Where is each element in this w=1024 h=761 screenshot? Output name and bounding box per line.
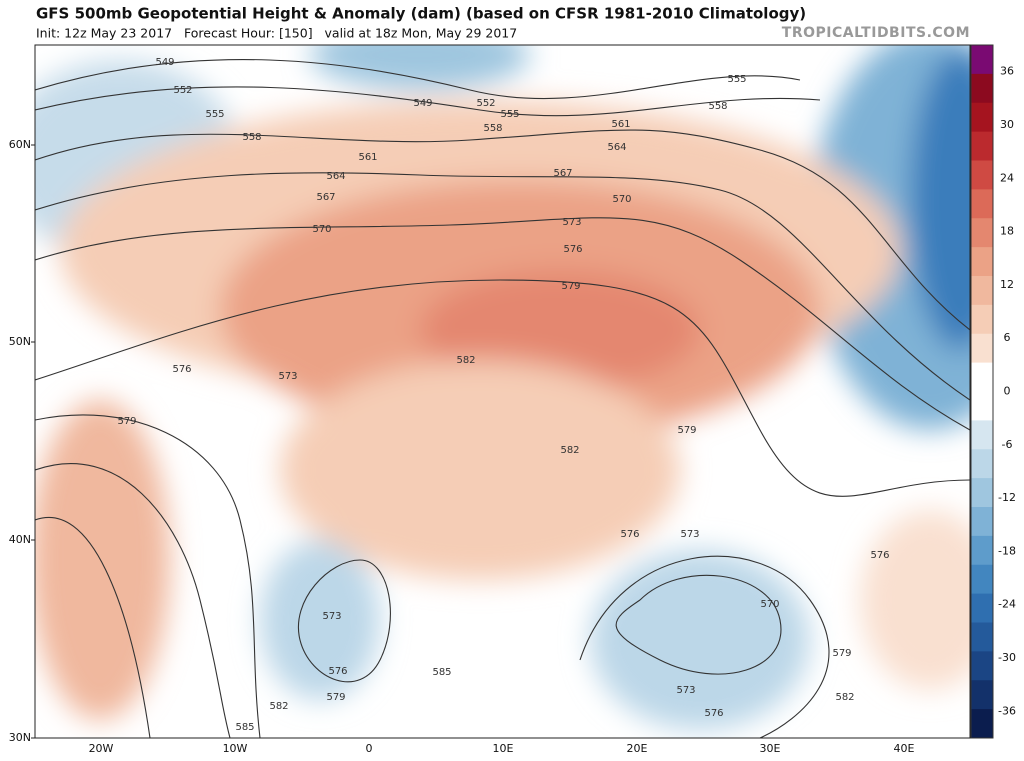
contour-label: 582 [269,701,288,712]
colorbar-label: -18 [998,544,1016,557]
contour-label: 579 [832,648,851,659]
colorbar-segment [971,131,993,161]
contour-label: 585 [235,722,254,733]
colorbar-segment [971,535,993,566]
contour-label: 582 [835,692,854,703]
contour-label: 570 [612,194,631,205]
colorbar-segment [971,304,993,335]
contour-label: 570 [312,224,331,235]
colorbar-frame [970,44,994,739]
lon-label: 10W [223,742,248,755]
colorbar-segment [971,362,993,392]
contour-label: 564 [326,171,345,182]
colorbar-segment [971,622,993,652]
contour-label: 573 [562,217,581,228]
contour-label: 564 [607,142,626,153]
contour-label: 570 [760,599,779,610]
colorbar-segment [971,391,993,421]
colorbar-segment [971,507,993,537]
colorbar-label: 6 [1004,331,1011,344]
lat-label: 60N [9,138,31,151]
contour-label: 576 [172,364,191,375]
map-frame [34,44,971,739]
contour-label: 582 [456,355,475,366]
contour-label: 555 [500,109,519,120]
colorbar-segment [971,333,993,364]
contour-label: 552 [476,98,495,109]
lat-label: 30N [9,731,31,744]
contour-label: 552 [173,85,192,96]
colorbar-segment [971,73,993,104]
colorbar-label: 36 [1000,65,1014,78]
colorbar-segment [971,247,993,277]
colorbar-label: 24 [1000,171,1014,184]
contour-label: 561 [358,152,377,163]
colorbar-segment [971,478,993,508]
map [35,45,970,738]
contour-label: 579 [561,281,580,292]
subtitle: Init: 12z May 23 2017 Forecast Hour: [15… [36,26,517,41]
contour-label: 582 [560,445,579,456]
contour-label: 567 [553,168,572,179]
lon-label: 20W [89,742,114,755]
colorbar-segment [971,189,993,219]
contour-label: 576 [563,244,582,255]
lat-label: 40N [9,533,31,546]
colorbar-label: -12 [998,491,1016,504]
contour-label: 579 [326,692,345,703]
contour-label: 549 [413,98,432,109]
colorbar-label: -24 [998,598,1016,611]
annotations: 60N 50N 40N 30N 20W 10W 0 10E 20E 30E 40E 549 552 555… [9,44,1016,755]
contour-label: 549 [155,57,174,68]
contour-label: 555 [727,74,746,85]
contour-label: 573 [680,529,699,540]
contour-label: 576 [870,550,889,561]
contour-label: 567 [316,192,335,203]
contour-label: 576 [704,708,723,719]
colorbar-segment [971,218,993,248]
colorbar-segment [971,276,993,306]
colorbar-label: -30 [998,651,1016,664]
colorbar-label: 0 [1004,385,1011,398]
lon-label: 30E [760,742,781,755]
contour-label: 555 [205,109,224,120]
lon-label: 10E [493,742,514,755]
title: GFS 500mb Geopotential Height & Anomaly … [36,5,806,23]
contour-label: 558 [242,132,261,143]
colorbar-label: 30 [1000,118,1014,131]
lon-label: 40E [894,742,915,755]
contour-label: 558 [708,101,727,112]
colorbar-label: -6 [1002,438,1013,451]
contour-label: 579 [117,416,136,427]
colorbar-segment [971,593,993,623]
contour-label: 576 [328,666,347,677]
contour-label: 585 [432,667,451,678]
colorbar-label: 12 [1000,278,1014,291]
colorbar-segment [971,420,993,450]
colorbar-segment [971,45,993,75]
contour-label: 573 [322,611,341,622]
contour-label: 579 [677,425,696,436]
colorbar-segment [971,160,993,190]
colorbar-segment [971,709,993,739]
colorbar-segment [971,564,993,595]
lon-label: 20E [627,742,648,755]
contour-label: 573 [278,371,297,382]
contour-label: 573 [676,685,695,696]
contour-label: 558 [483,123,502,134]
colorbar-segment [971,102,993,133]
colorbar-segment [971,651,993,681]
lon-label: 0 [366,742,373,755]
lat-label: 50N [9,335,31,348]
site-name: TROPICALTIDBITS.COM [782,25,970,41]
colorbar-segment [971,680,993,710]
contour-label: 576 [620,529,639,540]
colorbar-label: -36 [998,704,1016,717]
colorbar-segment [971,449,993,479]
colorbar-label: 18 [1000,225,1014,238]
contour-label: 561 [611,119,630,130]
